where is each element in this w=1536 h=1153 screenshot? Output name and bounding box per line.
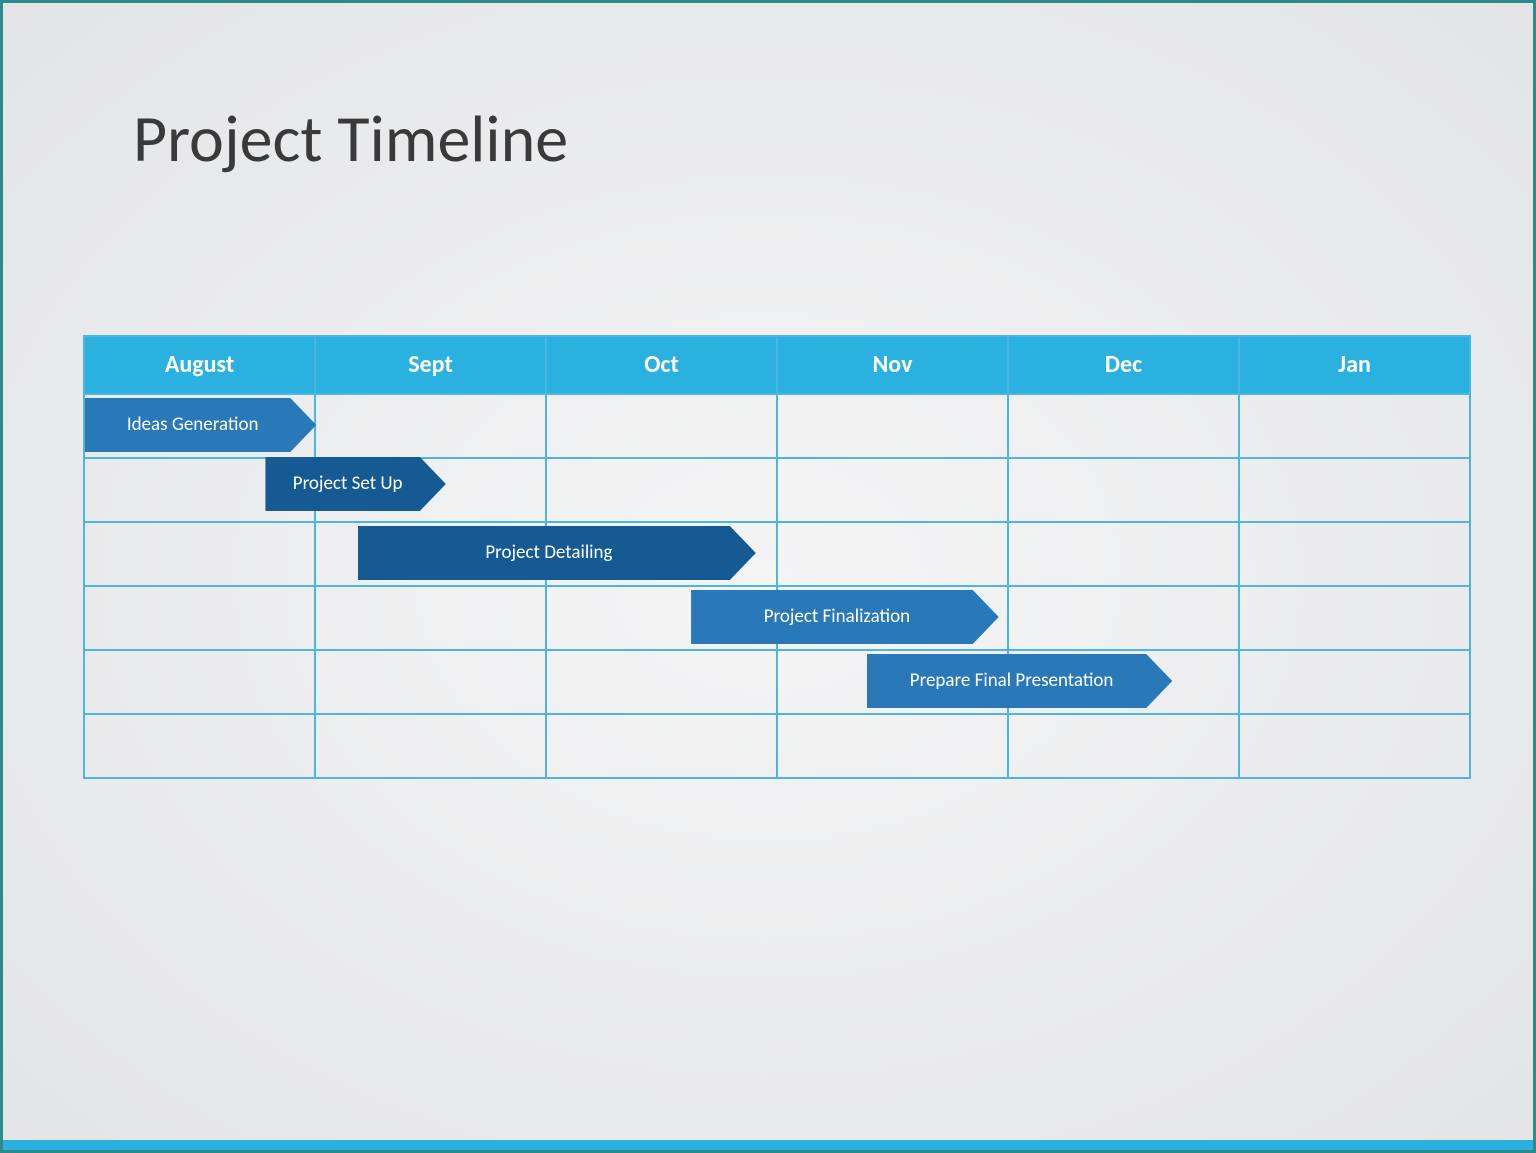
timeline-body-cell xyxy=(778,713,1009,777)
timeline-body-cell xyxy=(1240,649,1469,713)
timeline-body-cell xyxy=(316,393,547,457)
timeline-body-cell xyxy=(547,393,778,457)
timeline-body-cell xyxy=(1009,649,1240,713)
page-title: Project Timeline xyxy=(133,98,568,179)
timeline-body-cell xyxy=(85,457,316,521)
timeline-body-cell xyxy=(316,713,547,777)
timeline-body-cell xyxy=(547,649,778,713)
timeline-header-cell: August xyxy=(85,337,316,393)
timeline-body-cell xyxy=(85,585,316,649)
timeline-body-cell xyxy=(1240,521,1469,585)
timeline-body-cell xyxy=(547,521,778,585)
bottom-accent-bar xyxy=(3,1140,1533,1150)
timeline-body-cell xyxy=(1009,713,1240,777)
timeline-body: Ideas GenerationProject Set UpProject De… xyxy=(85,393,1469,777)
timeline-body-row xyxy=(85,585,1469,649)
timeline-body-cell xyxy=(1240,713,1469,777)
timeline-body-row xyxy=(85,713,1469,777)
timeline-header-cell: Nov xyxy=(778,337,1009,393)
timeline-body-cell xyxy=(778,521,1009,585)
timeline-body-row xyxy=(85,521,1469,585)
timeline-body-cell xyxy=(778,649,1009,713)
timeline-header-cell: Dec xyxy=(1009,337,1240,393)
timeline-body-cell xyxy=(1009,457,1240,521)
timeline-body-row xyxy=(85,457,1469,521)
timeline-body-cell xyxy=(85,393,316,457)
timeline-body-cell xyxy=(547,713,778,777)
timeline-body-cell xyxy=(85,521,316,585)
timeline-body-cell xyxy=(778,585,1009,649)
timeline-body-cell xyxy=(316,521,547,585)
timeline-body-cell xyxy=(316,585,547,649)
timeline-body-row xyxy=(85,649,1469,713)
timeline-header-cell: Sept xyxy=(316,337,547,393)
timeline-body-cell xyxy=(316,649,547,713)
timeline-body-cell xyxy=(316,457,547,521)
timeline-body-cell xyxy=(85,713,316,777)
timeline-body-cell xyxy=(1240,585,1469,649)
timeline-body-cell xyxy=(547,457,778,521)
timeline-body-cell xyxy=(778,393,1009,457)
timeline-body-cell xyxy=(1009,585,1240,649)
timeline-body-row xyxy=(85,393,1469,457)
timeline-body-cell xyxy=(547,585,778,649)
timeline-body-cell xyxy=(1240,457,1469,521)
timeline-body-cell xyxy=(1009,393,1240,457)
timeline-body-cell xyxy=(85,649,316,713)
timeline-header-cell: Oct xyxy=(547,337,778,393)
timeline-grid: AugustSeptOctNovDecJan Ideas GenerationP… xyxy=(83,335,1471,779)
timeline-body-cell xyxy=(1009,521,1240,585)
timeline-header-cell: Jan xyxy=(1240,337,1469,393)
timeline-header-row: AugustSeptOctNovDecJan xyxy=(85,337,1469,393)
timeline-body-cell xyxy=(778,457,1009,521)
timeline-body-cell xyxy=(1240,393,1469,457)
